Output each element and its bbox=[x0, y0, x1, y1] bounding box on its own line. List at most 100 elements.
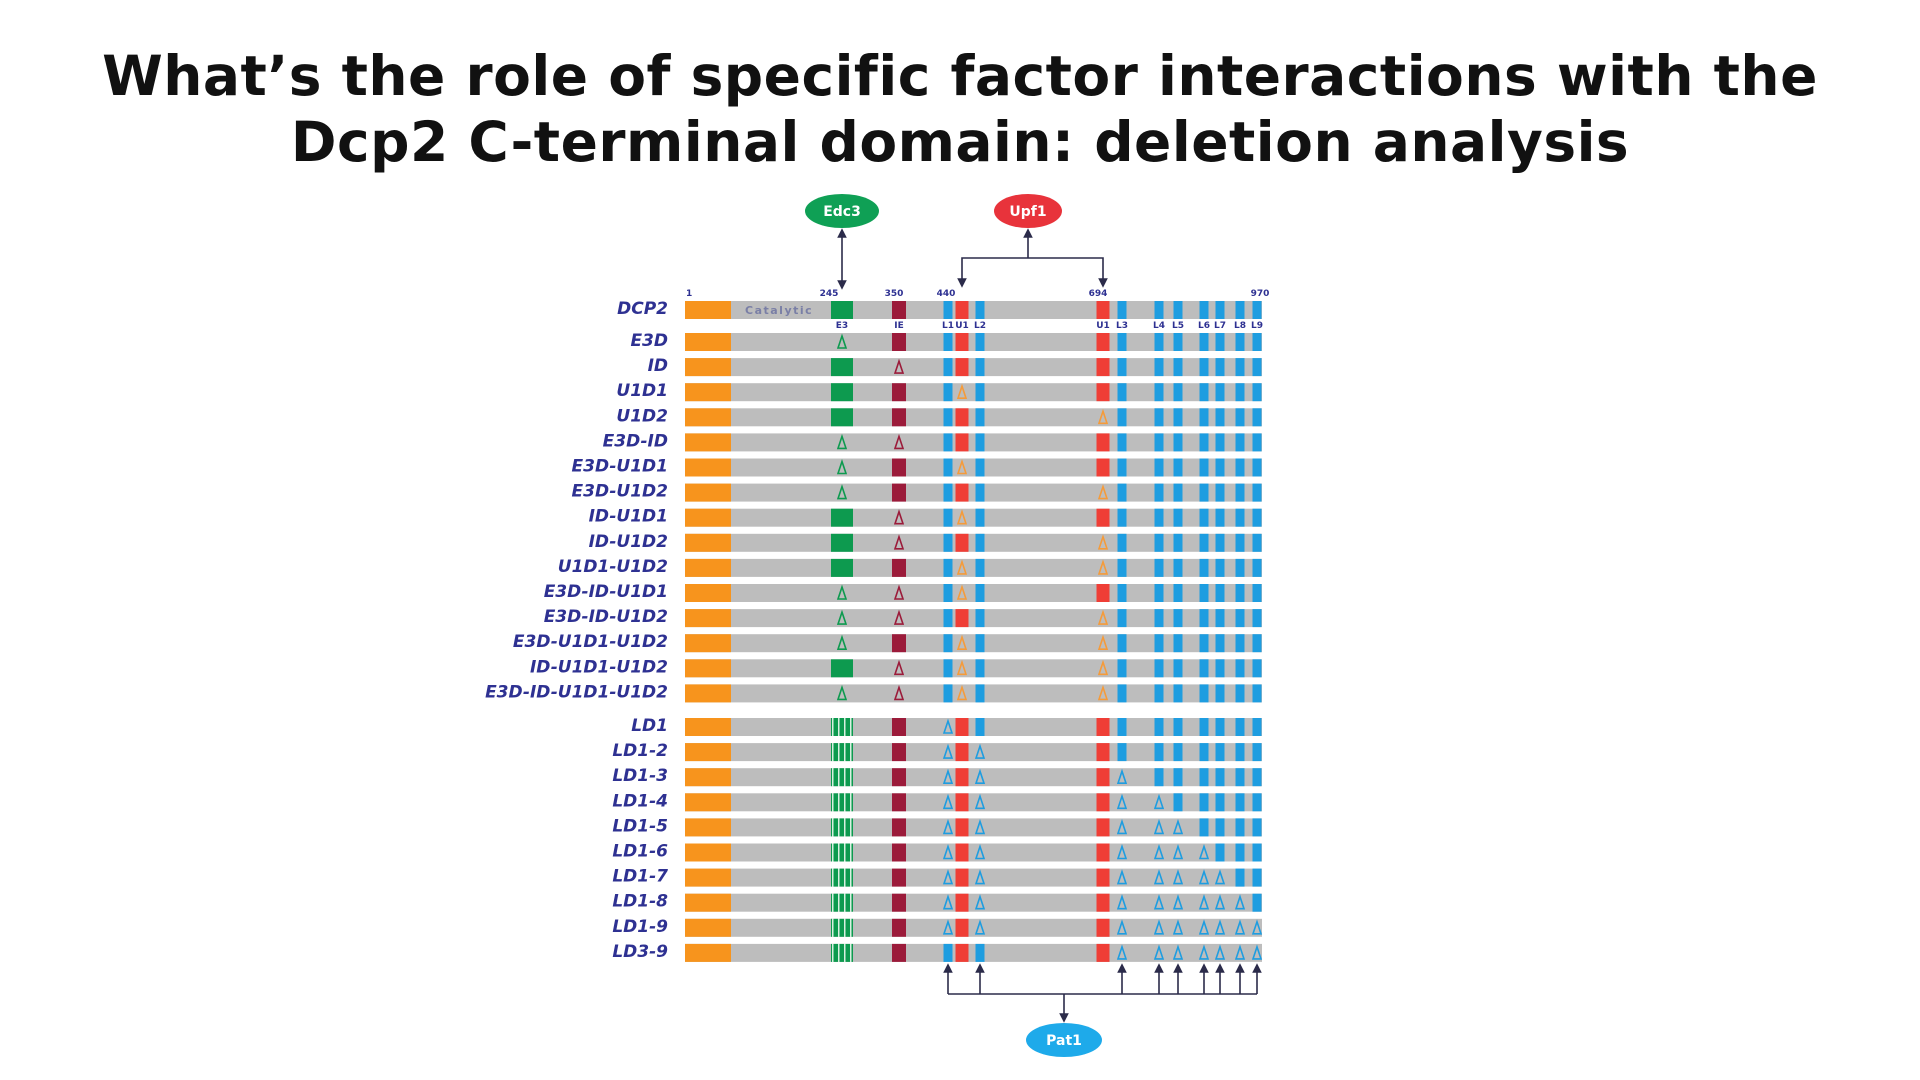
construct-e3d-u1d1-u1d2-motif-u1b-deleted-mark bbox=[1097, 634, 1109, 650]
construct-e3d-u1d1-motif-ie bbox=[892, 458, 906, 477]
construct-e3d-motif-l1 bbox=[943, 333, 953, 351]
construct-ld1-9-motif-ie bbox=[892, 918, 906, 937]
construct-id-u1d1-motif-l9 bbox=[1252, 508, 1262, 527]
interaction-connectors bbox=[837, 228, 1262, 1023]
construct-e3d-u1d2-motif-l3 bbox=[1117, 483, 1127, 502]
construct-u1d2-motif-u1b-deleted-mark bbox=[1097, 408, 1109, 425]
construct-u1d2-motif-l5 bbox=[1173, 408, 1183, 427]
construct-ld1-7-motif-ie bbox=[892, 868, 906, 887]
construct-e3d-id-motif-l9 bbox=[1252, 433, 1262, 452]
construct-ld1-4-motif-ie bbox=[892, 793, 906, 812]
construct-e3d-u1d2-motif-u1b-deleted-mark bbox=[1097, 484, 1109, 500]
construct-ld1-4-motif-u1a bbox=[955, 793, 969, 812]
construct-id-motif-l2 bbox=[975, 358, 985, 377]
construct-u1d1-motif-l8 bbox=[1235, 383, 1245, 402]
construct-e3d-motif-e3-deleted-mark bbox=[836, 333, 848, 349]
construct-id-u1d1-u1d2-motif-u1b-deleted-mark bbox=[1097, 659, 1109, 676]
construct-id-u1d1-u1d2-motif-l3 bbox=[1117, 659, 1127, 678]
construct-ld1-9-motif-e3 bbox=[831, 918, 853, 937]
construct-label-u1d1-u1d2: U1D1-U1D2 bbox=[558, 557, 668, 577]
construct-id-u1d1-u1d2-motif-l9 bbox=[1252, 659, 1262, 678]
construct-ld1-7-motif-l9 bbox=[1252, 868, 1262, 887]
motif-label-l8: L8 bbox=[1234, 321, 1246, 331]
construct-e3d-u1d1-motif-u1a-deleted-mark bbox=[956, 458, 968, 475]
construct-row: ID-U1D1-U1D2 bbox=[530, 657, 1262, 678]
construct-ld3-9-motif-e3 bbox=[831, 943, 853, 962]
construct-ld1-motif-l4 bbox=[1154, 718, 1164, 736]
construct-e3d-u1d2-motif-e3-deleted-mark bbox=[836, 484, 848, 500]
construct-ld1-7-motif-l7-deleted-mark bbox=[1214, 869, 1226, 885]
construct-label-e3d-id-u1d2: E3D-ID-U1D2 bbox=[544, 607, 668, 627]
construct-e3d-id-u1d1-u1d2-motif-u1b-deleted-mark bbox=[1097, 684, 1109, 701]
construct-ld1-5-motif-l2-deleted-mark bbox=[974, 818, 986, 835]
construct-u1d2-motif-ie bbox=[892, 408, 906, 427]
construct-id-u1d1-motif-l1 bbox=[943, 508, 953, 527]
construct-e3d-id-motif-l4 bbox=[1154, 433, 1164, 452]
construct-e3d-motif-u1b bbox=[1096, 333, 1110, 351]
construct-ld3-9-motif-ie bbox=[892, 943, 906, 962]
construct-e3d-id-u1d2-motif-l8 bbox=[1235, 609, 1245, 628]
construct-ld1-6-motif-l8 bbox=[1235, 843, 1245, 862]
construct-ld1-motif-l1-deleted-mark bbox=[942, 718, 954, 734]
construct-id-motif-e3 bbox=[831, 358, 853, 377]
construct-e3d-id-motif-l8 bbox=[1235, 433, 1245, 452]
construct-u1d1-motif-l4 bbox=[1154, 383, 1164, 402]
construct-e3d-u1d1-u1d2-motif-l4 bbox=[1154, 634, 1164, 653]
construct-id-motif-u1a bbox=[955, 358, 969, 377]
construct-id-motif-l1 bbox=[943, 358, 953, 377]
construct-id-u1d1-u1d2-catalytic-domain bbox=[685, 659, 731, 678]
construct-e3d-id-u1d1-u1d2-motif-e3-deleted-mark bbox=[836, 684, 848, 701]
construct-id-motif-l3 bbox=[1117, 358, 1127, 377]
dcp2-motif-l6 bbox=[1199, 301, 1209, 319]
construct-ld1-4-motif-l8 bbox=[1235, 793, 1245, 812]
motif-label-l3: L3 bbox=[1116, 321, 1128, 331]
construct-e3d-id-u1d1-u1d2-motif-u1a-deleted-mark bbox=[956, 684, 968, 701]
construct-u1d1-motif-u1b bbox=[1096, 383, 1110, 402]
construct-id-motif-l7 bbox=[1215, 358, 1225, 377]
construct-u1d1-u1d2-motif-l7 bbox=[1215, 558, 1225, 577]
construct-e3d-id-u1d1-u1d2-motif-l9 bbox=[1252, 684, 1262, 703]
construct-ld1-6-motif-l5-deleted-mark bbox=[1172, 843, 1184, 860]
construct-e3d-id-u1d2-motif-u1b-deleted-mark bbox=[1097, 609, 1109, 625]
construct-u1d2-motif-l8 bbox=[1235, 408, 1245, 427]
slide-title-line-2: Dcp2 C-terminal domain: deletion analysi… bbox=[290, 110, 1630, 174]
construct-e3d-id-u1d2-motif-l7 bbox=[1215, 609, 1225, 628]
construct-u1d1-u1d2-motif-l9 bbox=[1252, 558, 1262, 577]
construct-label-ld3-9: LD3-9 bbox=[612, 942, 668, 962]
construct-ld1-8-motif-l6-deleted-mark bbox=[1198, 894, 1210, 910]
construct-e3d-motif-l9 bbox=[1252, 333, 1262, 351]
construct-id-u1d1-motif-l4 bbox=[1154, 508, 1164, 527]
construct-e3d-u1d1-motif-l6 bbox=[1199, 458, 1209, 477]
construct-e3d-motif-l3 bbox=[1117, 333, 1127, 351]
construct-ld1-6-motif-l7 bbox=[1215, 843, 1225, 862]
construct-ld1-6-motif-l9 bbox=[1252, 843, 1262, 862]
dcp2-catalytic-domain bbox=[685, 301, 731, 319]
construct-u1d2-catalytic-domain bbox=[685, 408, 731, 427]
construct-u1d1-motif-l1 bbox=[943, 383, 953, 402]
construct-e3d-id-motif-u1a bbox=[955, 433, 969, 452]
construct-ld1-7-motif-l2-deleted-mark bbox=[974, 869, 986, 885]
construct-id-u1d1-motif-l7 bbox=[1215, 508, 1225, 527]
motif-label-u1a: U1 bbox=[955, 321, 969, 331]
construct-id-u1d2-motif-e3 bbox=[831, 533, 853, 552]
construct-e3d-id-u1d1-u1d2-motif-l6 bbox=[1199, 684, 1209, 703]
dcp2-motif-l3 bbox=[1117, 301, 1127, 319]
construct-e3d-motif-l5 bbox=[1173, 333, 1183, 351]
construct-row: LD1-7 bbox=[612, 867, 1262, 887]
construct-e3d-id-u1d1-u1d2-motif-ie-deleted-mark bbox=[893, 684, 905, 701]
construct-ld3-9-motif-l4-deleted-mark bbox=[1153, 944, 1165, 960]
construct-e3d-u1d2-motif-l5 bbox=[1173, 483, 1183, 502]
construct-e3d-id-u1d1-motif-l8 bbox=[1235, 584, 1245, 602]
motif-label-l4: L4 bbox=[1153, 321, 1165, 331]
construct-id-catalytic-domain bbox=[685, 358, 731, 377]
construct-e3d-motif-l2 bbox=[975, 333, 985, 351]
construct-u1d2-motif-l3 bbox=[1117, 408, 1127, 427]
construct-label-e3d-id-u1d1-u1d2: E3D-ID-U1D1-U1D2 bbox=[485, 682, 668, 702]
construct-id-u1d1-motif-u1a-deleted-mark bbox=[956, 509, 968, 525]
construct-ld1-6-motif-l1-deleted-mark bbox=[942, 843, 954, 860]
construct-e3d-u1d2-motif-ie bbox=[892, 483, 906, 502]
construct-row: U1D1-U1D2 bbox=[558, 557, 1262, 577]
construct-row: LD1-9 bbox=[612, 917, 1263, 937]
construct-label-e3d-id-u1d1: E3D-ID-U1D1 bbox=[544, 582, 668, 602]
construct-e3d-u1d2-motif-l1 bbox=[943, 483, 953, 502]
